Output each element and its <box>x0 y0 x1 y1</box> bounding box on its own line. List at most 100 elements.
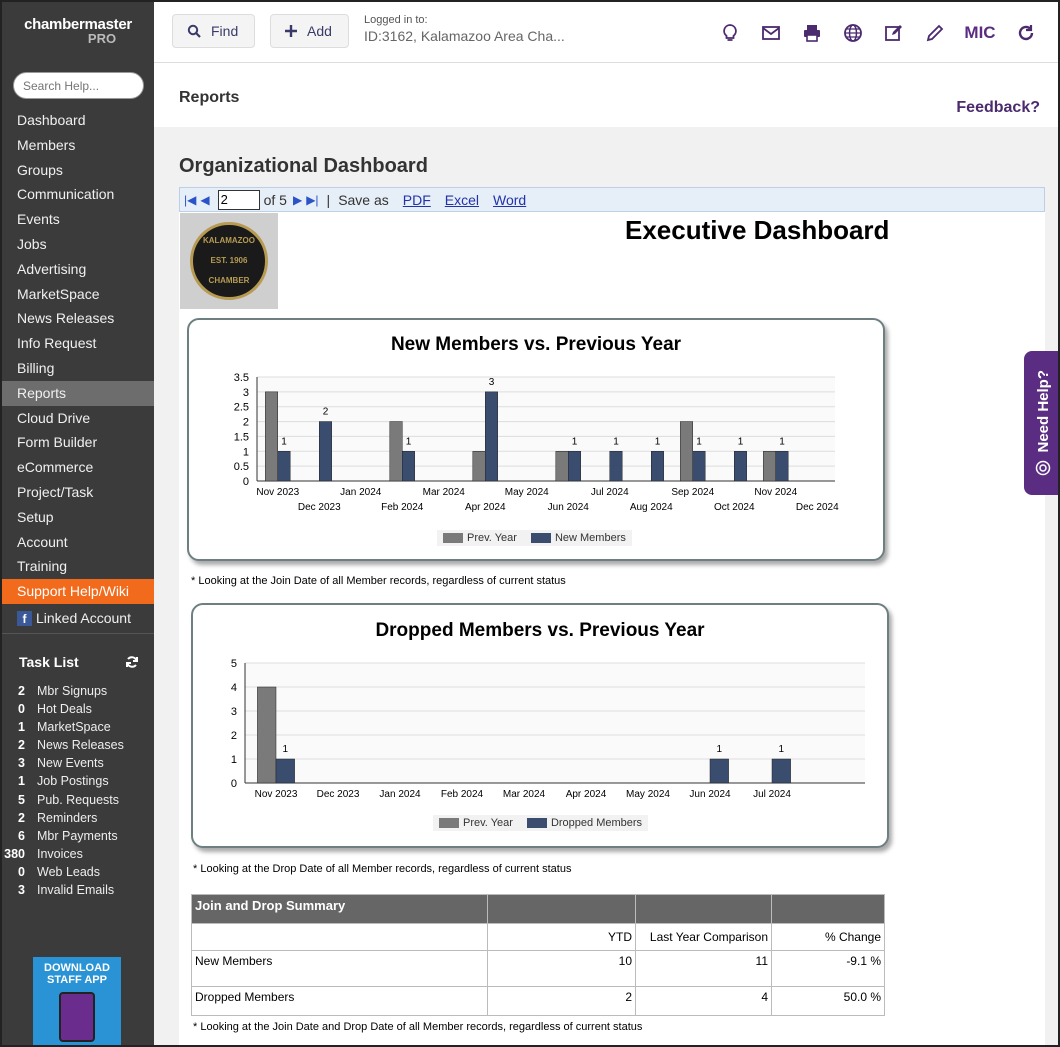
refresh-icon[interactable] <box>1005 20 1046 46</box>
task-list-item[interactable]: 2 Reminders <box>2 809 154 827</box>
x-tick-label: Jan 2024 <box>379 789 421 800</box>
y-tick-label: 3 <box>243 387 249 399</box>
sidebar-item-jobs[interactable]: Jobs <box>17 235 47 252</box>
join-drop-summary-table: Join and Drop Summary YTD Last Year Compa… <box>191 894 885 1016</box>
brand-edition: PRO <box>87 31 117 46</box>
legend-dropped: Dropped Members <box>550 817 643 829</box>
sidebar-item-ecommerce[interactable]: eCommerce <box>17 459 94 476</box>
logged-in-value: ID:3162, Kalamazoo Area Cha... <box>364 28 565 44</box>
task-list-item[interactable]: 5 Pub. Requests <box>2 791 154 809</box>
task-count: 0 <box>18 702 25 717</box>
page-number-input[interactable] <box>217 189 260 210</box>
task-count: 3 <box>18 756 25 771</box>
refresh-icon[interactable] <box>124 654 140 670</box>
task-list-item[interactable]: 1 Job Postings <box>2 772 154 790</box>
bar-current <box>277 451 291 482</box>
linked-account-link[interactable]: f Linked Account <box>2 604 154 634</box>
sidebar-item-dashboard[interactable]: Dashboard <box>17 112 86 128</box>
find-button[interactable]: Find <box>172 14 255 48</box>
need-help-tab[interactable]: Need Help? <box>1024 351 1058 495</box>
top-bar: Find Add Logged in to: ID:3162, Kalamazo… <box>154 2 1058 63</box>
task-list-item[interactable]: 3 Invalid Emails <box>2 881 154 899</box>
sidebar-item-support-help-wiki[interactable]: Support Help/Wiki <box>2 579 154 604</box>
next-page-icon[interactable]: ▶ <box>292 192 303 207</box>
sidebar-item-form-builder[interactable]: Form Builder <box>17 434 98 451</box>
bar-current <box>568 451 581 482</box>
data-label: 1 <box>283 744 289 755</box>
task-list-item[interactable]: 380 Invoices <box>2 845 154 863</box>
sidebar-item-marketspace[interactable]: MarketSpace <box>17 285 100 302</box>
download-staff-app-banner[interactable]: DOWNLOAD STAFF APP <box>33 957 121 1045</box>
sidebar-item-groups[interactable]: Groups <box>17 161 63 178</box>
data-label: 1 <box>572 436 578 447</box>
task-list-item[interactable]: 0 Hot Deals <box>2 700 154 718</box>
sidebar-item-reports[interactable]: Reports <box>2 380 154 406</box>
cell-last: 11 <box>635 950 772 987</box>
bar-prev-year <box>265 391 279 482</box>
sidebar-item-cloud-drive[interactable]: Cloud Drive <box>17 409 91 426</box>
brand-logo[interactable]: chambermaster PRO <box>2 16 154 46</box>
task-label: Job Postings <box>37 774 109 789</box>
x-tick-label: Apr 2024 <box>465 502 506 513</box>
sidebar-item-communication[interactable]: Communication <box>17 186 115 203</box>
x-tick-label: Nov 2023 <box>256 487 299 498</box>
bar-current <box>775 451 789 482</box>
task-list-item[interactable]: 2 Mbr Signups <box>2 682 154 700</box>
y-tick-label: 4 <box>231 682 237 694</box>
sidebar-item-news-releases[interactable]: News Releases <box>17 310 115 327</box>
task-list-item[interactable]: 0 Web Leads <box>2 863 154 881</box>
last-page-icon[interactable]: ▶| <box>306 192 319 207</box>
sidebar-item-account[interactable]: Account <box>17 533 68 550</box>
logged-in-info: Logged in to: ID:3162, Kalamazoo Area Ch… <box>364 14 565 44</box>
legend-new: New Members <box>554 532 626 544</box>
page-header: Reports Feedback? <box>154 63 1058 127</box>
print-icon[interactable] <box>791 20 832 46</box>
x-tick-label: Jul 2024 <box>591 487 629 498</box>
x-tick-label: Nov 2023 <box>255 789 298 800</box>
pencil-icon[interactable] <box>914 20 955 46</box>
feedback-link[interactable]: Feedback? <box>956 99 1040 116</box>
table-row: Dropped Members 2 4 50.0 % <box>191 986 885 1016</box>
search-help-input[interactable] <box>13 72 144 99</box>
x-tick-label: Aug 2024 <box>630 502 673 513</box>
task-list-item[interactable]: 1 MarketSpace <box>2 718 154 736</box>
edit-square-icon[interactable] <box>873 20 914 46</box>
cell-pct: -9.1 % <box>771 950 885 987</box>
user-initials[interactable]: MIC <box>964 23 996 42</box>
task-list-item[interactable]: 6 Mbr Payments <box>2 827 154 845</box>
task-list-item[interactable]: 3 New Events <box>2 754 154 772</box>
sidebar-item-members[interactable]: Members <box>17 136 76 153</box>
sidebar-item-training[interactable]: Training <box>17 558 68 575</box>
dashboard-title: Organizational Dashboard <box>179 155 428 177</box>
mail-icon[interactable] <box>750 20 791 46</box>
lightbulb-icon[interactable] <box>709 20 750 46</box>
sidebar-item-billing[interactable]: Billing <box>17 359 55 376</box>
sidebar-item-project-task[interactable]: Project/Task <box>17 483 94 500</box>
chart-note: * Looking at the Drop Date of all Member… <box>193 863 572 875</box>
x-tick-label: Apr 2024 <box>566 789 607 800</box>
sidebar-item-info-request[interactable]: Info Request <box>17 335 97 352</box>
x-tick-label: Dec 2024 <box>796 502 839 513</box>
data-label: 1 <box>406 436 412 447</box>
x-tick-label: Jan 2024 <box>340 487 382 498</box>
sidebar-item-events[interactable]: Events <box>17 211 60 228</box>
add-button[interactable]: Add <box>270 14 349 48</box>
bar-current <box>275 758 295 784</box>
save-excel-link[interactable]: Excel <box>444 191 480 208</box>
save-word-link[interactable]: Word <box>493 191 527 208</box>
task-count: 6 <box>18 828 25 843</box>
task-list-item[interactable]: 2 News Releases <box>2 736 154 754</box>
chart-title: New Members vs. Previous Year <box>390 334 682 355</box>
first-page-icon[interactable]: |◀ <box>184 192 197 207</box>
prev-page-icon[interactable]: ◀ <box>200 192 210 207</box>
save-pdf-link[interactable]: PDF <box>402 191 431 208</box>
bar-prev-year <box>680 421 693 482</box>
sidebar-item-setup[interactable]: Setup <box>17 508 54 525</box>
globe-icon[interactable] <box>832 20 873 46</box>
plot-area <box>245 663 865 783</box>
x-tick-label: Nov 2024 <box>754 487 797 498</box>
bar-current <box>651 451 664 482</box>
chart-note: * Looking at the Join Date of all Member… <box>191 575 566 587</box>
data-label: 2 <box>323 407 329 418</box>
sidebar-item-advertising[interactable]: Advertising <box>17 260 87 277</box>
